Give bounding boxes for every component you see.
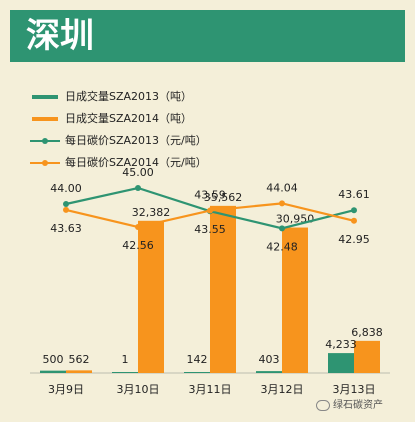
bar-label-2014: 32,382 [132, 206, 171, 219]
x-tick-label: 3月12日 [261, 383, 304, 396]
bar-label-2013: 500 [43, 353, 64, 366]
bar-label-2014: 35,562 [204, 191, 243, 204]
price-marker-2014 [63, 206, 69, 213]
page-title: 深圳 [26, 16, 94, 56]
price-label-2014: 42.95 [338, 233, 370, 246]
price-label-2014: 42.56 [122, 239, 154, 252]
price-label-2014: 43.59 [194, 189, 226, 202]
price-label-2013: 43.61 [338, 188, 370, 201]
legend-swatch-volume-2013 [32, 95, 58, 99]
price-label-2013: 44.00 [50, 182, 82, 195]
x-tick-label: 3月10日 [117, 383, 160, 396]
bar-label-2014: 562 [69, 353, 90, 366]
watermark-text: 绿石碳资产 [333, 400, 383, 411]
price-marker-2014 [351, 217, 357, 224]
legend-label: 每日碳价SZA2014（元/吨） [65, 156, 207, 169]
bar-2013 [328, 353, 354, 373]
bar-label-2014: 6,838 [351, 326, 383, 339]
bar-2014 [138, 220, 164, 373]
legend-label: 日成交量SZA2013（吨） [65, 90, 193, 103]
legend-label: 日成交量SZA2014（吨） [65, 112, 193, 125]
bar-label-2013: 403 [259, 353, 280, 366]
legend-marker-price-2013 [42, 138, 48, 144]
price-marker-2014 [279, 200, 285, 207]
price-label-2013: 42.48 [266, 240, 298, 253]
x-tick-label: 3月11日 [189, 383, 232, 396]
title-banner: 深圳 [10, 10, 405, 62]
bar-label-2013: 142 [187, 353, 208, 366]
price-marker-2013 [279, 225, 285, 232]
price-label-2014: 44.04 [266, 181, 298, 194]
bar-2013 [40, 370, 66, 373]
price-label-2013: 45.00 [122, 166, 154, 179]
legend-item-volume-2013: 日成交量SZA2013（吨） [22, 86, 322, 108]
legend-marker-price-2014 [42, 160, 48, 166]
chart-legend: 日成交量SZA2013（吨） 日成交量SZA2014（吨） 每日碳价SZA201… [22, 86, 322, 174]
bar-label-2013: 4,233 [325, 338, 357, 351]
watermark: 绿石碳资产 [316, 396, 383, 411]
legend-item-price-2014: 每日碳价SZA2014（元/吨） [22, 152, 322, 174]
bar-2014 [210, 205, 236, 373]
legend-label: 每日碳价SZA2013（元/吨） [65, 134, 207, 147]
bar-2014 [282, 227, 308, 373]
wechat-icon [316, 399, 330, 411]
price-marker-2013 [135, 185, 141, 191]
bar-2013 [112, 372, 138, 373]
price-marker-2014 [135, 224, 141, 231]
x-tick-label: 3月13日 [333, 383, 376, 396]
bar-2014 [66, 370, 92, 373]
legend-item-price-2013: 每日碳价SZA2013（元/吨） [22, 130, 322, 152]
legend-item-volume-2014: 日成交量SZA2014（吨） [22, 108, 322, 130]
bar-label-2013: 1 [122, 353, 129, 366]
price-marker-2014 [207, 207, 213, 214]
bar-2013 [184, 372, 210, 373]
price-marker-2013 [63, 201, 69, 207]
bar-label-2014: 30,950 [276, 213, 315, 226]
price-label-2014: 43.63 [50, 222, 82, 235]
bar-2014 [354, 340, 380, 373]
x-tick-label: 3月9日 [48, 383, 84, 396]
header-band: 深圳 [0, 0, 415, 71]
bar-2013 [256, 371, 282, 373]
price-marker-2013 [351, 207, 357, 214]
price-label-2013: 43.55 [194, 223, 226, 236]
legend-swatch-volume-2014 [32, 117, 58, 121]
